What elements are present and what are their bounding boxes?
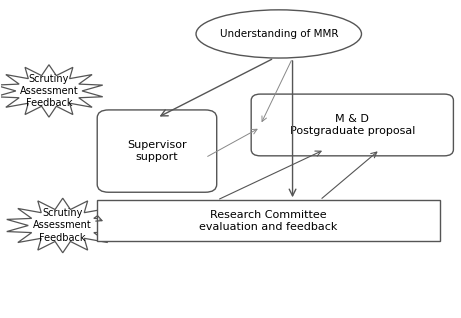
FancyBboxPatch shape — [97, 110, 217, 192]
Bar — [97, 200, 440, 241]
Text: Scrutiny
Assessment
Feedback: Scrutiny Assessment Feedback — [19, 73, 78, 108]
Text: M & D
Postgraduate proposal: M & D Postgraduate proposal — [290, 114, 415, 136]
Polygon shape — [0, 65, 103, 117]
Text: Research Committee
evaluation and feedback: Research Committee evaluation and feedba… — [199, 210, 337, 232]
Text: Supervisor
support: Supervisor support — [127, 140, 187, 162]
Text: Understanding of MMR: Understanding of MMR — [219, 29, 338, 39]
Text: Scrutiny
Assessment
Feedback: Scrutiny Assessment Feedback — [33, 208, 92, 243]
FancyBboxPatch shape — [251, 94, 454, 156]
Ellipse shape — [196, 10, 361, 58]
Polygon shape — [7, 198, 119, 253]
